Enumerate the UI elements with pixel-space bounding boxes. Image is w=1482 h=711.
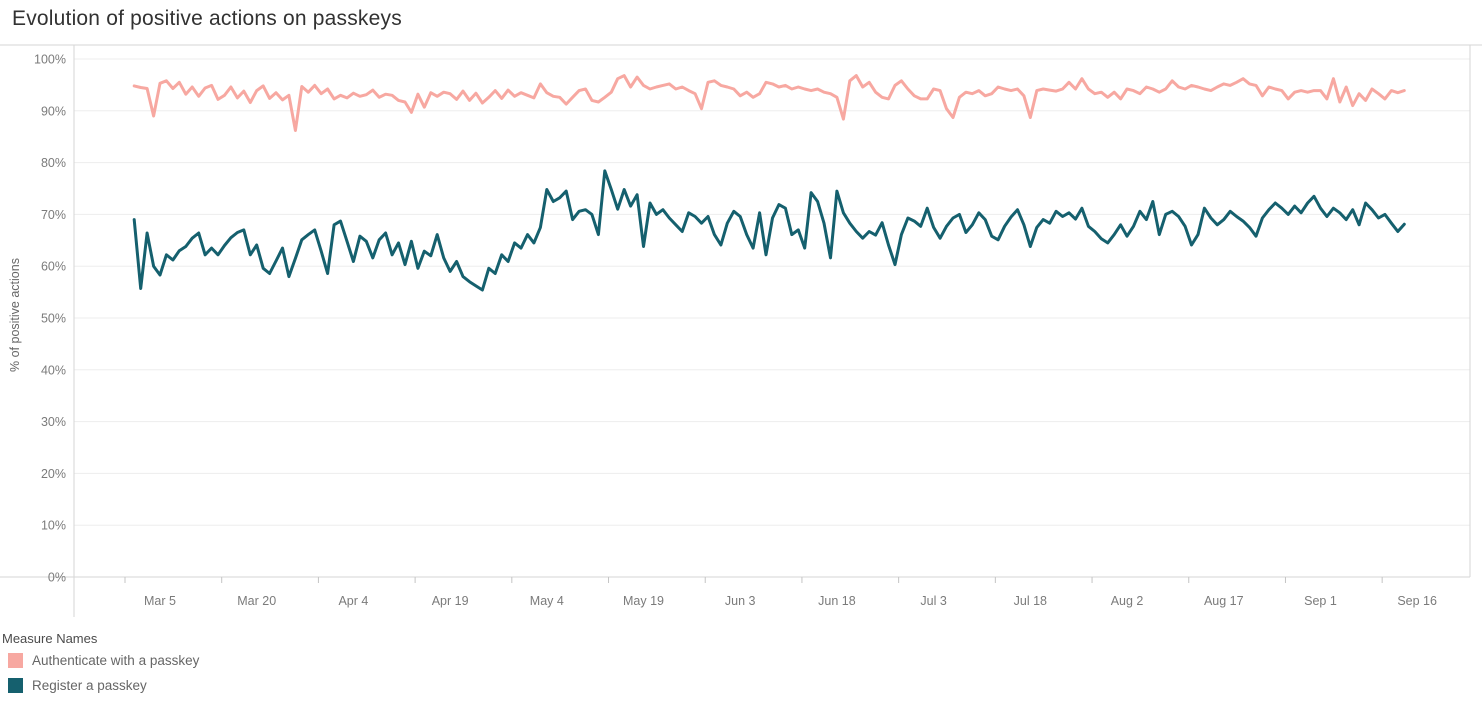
series-line-authenticate[interactable] [132,74,1406,132]
x-tick-label-Apr 19: Apr 19 [432,594,469,608]
x-tick-label-Aug 2: Aug 2 [1111,594,1144,608]
x-tick-label-Mar 20: Mar 20 [237,594,276,608]
y-tick-label-90%: 90% [41,104,66,118]
y-tick-label-70%: 70% [41,208,66,222]
legend: Measure Names Authenticate with a passke… [2,631,199,703]
legend-label-register: Register a passkey [32,678,147,693]
y-tick-label-20%: 20% [41,467,66,481]
x-tick-label-Aug 17: Aug 17 [1204,594,1244,608]
legend-swatch-authenticate [8,653,23,668]
x-tick-label-Apr 4: Apr 4 [338,594,368,608]
y-tick-label-50%: 50% [41,312,66,326]
x-tick-label-Sep 1: Sep 1 [1304,594,1337,608]
y-axis-title: % of positive actions [8,258,22,372]
y-tick-label-80%: 80% [41,156,66,170]
legend-label-authenticate: Authenticate with a passkey [32,653,200,668]
y-tick-label-0%: 0% [48,571,66,585]
x-tick-label-Sep 16: Sep 16 [1397,594,1437,608]
y-tick-label-10%: 10% [41,519,66,533]
x-tick-label-Mar 5: Mar 5 [144,594,176,608]
x-tick-label-May 19: May 19 [623,594,664,608]
legend-swatch-register [8,678,23,693]
x-tick-label-May 4: May 4 [530,594,564,608]
x-tick-label-Jul 3: Jul 3 [920,594,946,608]
x-tick-label-Jun 3: Jun 3 [725,594,756,608]
y-tick-label-40%: 40% [41,363,66,377]
x-tick-label-Jun 18: Jun 18 [818,594,856,608]
line-chart-canvas: 0% 10% 20% 30% 40% 50% 60% 70% 80% 90% 100% Mar 5 Ma… [0,44,1482,617]
y-tick-label-100%: 100% [34,53,66,67]
page-title: Evolution of positive actions on passkey… [12,7,402,30]
y-tick-label-60%: 60% [41,260,66,274]
series-line-register[interactable] [132,169,1406,292]
legend-item-authenticate[interactable]: Authenticate with a passkey [2,653,199,668]
legend-item-register[interactable]: Register a passkey [2,678,199,693]
x-tick-label-Jul 18: Jul 18 [1014,594,1047,608]
y-tick-label-30%: 30% [41,415,66,429]
legend-title: Measure Names [2,631,98,646]
